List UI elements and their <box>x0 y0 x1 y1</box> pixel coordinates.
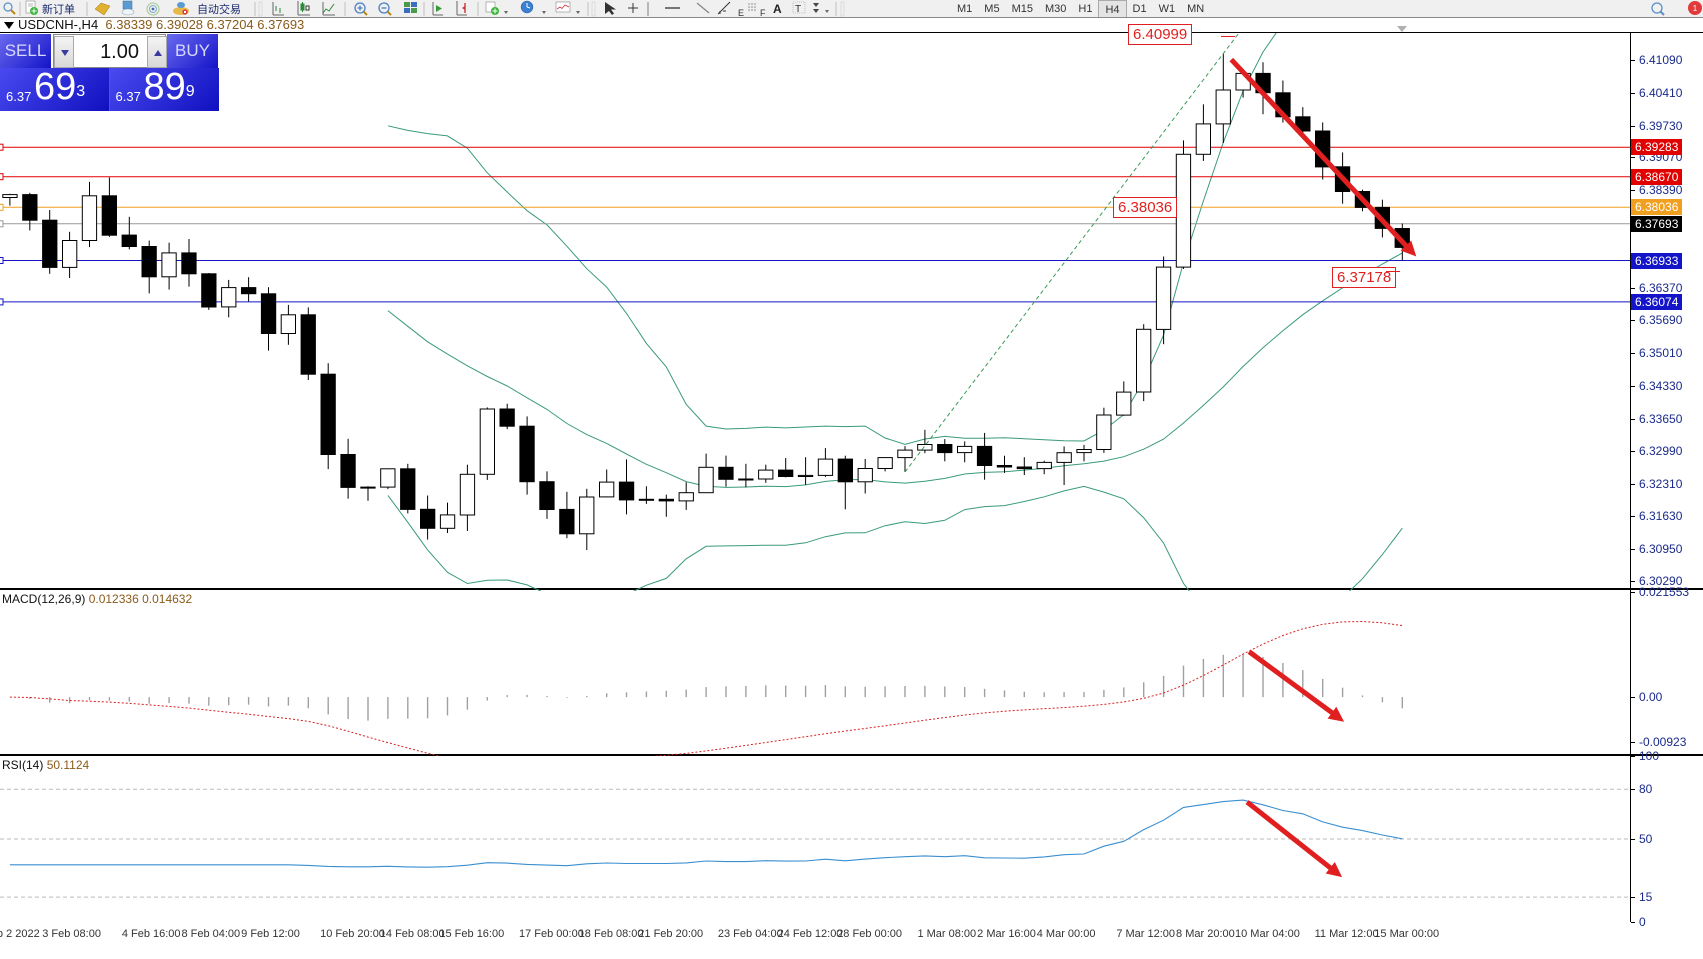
svg-text:自动交易: 自动交易 <box>197 2 241 16</box>
svg-text:F: F <box>760 8 766 18</box>
svg-text:新订单: 新订单 <box>42 2 75 16</box>
svg-text:E: E <box>738 8 744 18</box>
svg-text:T: T <box>795 4 801 15</box>
svg-text:1: 1 <box>1693 4 1698 13</box>
svg-text:A: A <box>773 2 782 16</box>
